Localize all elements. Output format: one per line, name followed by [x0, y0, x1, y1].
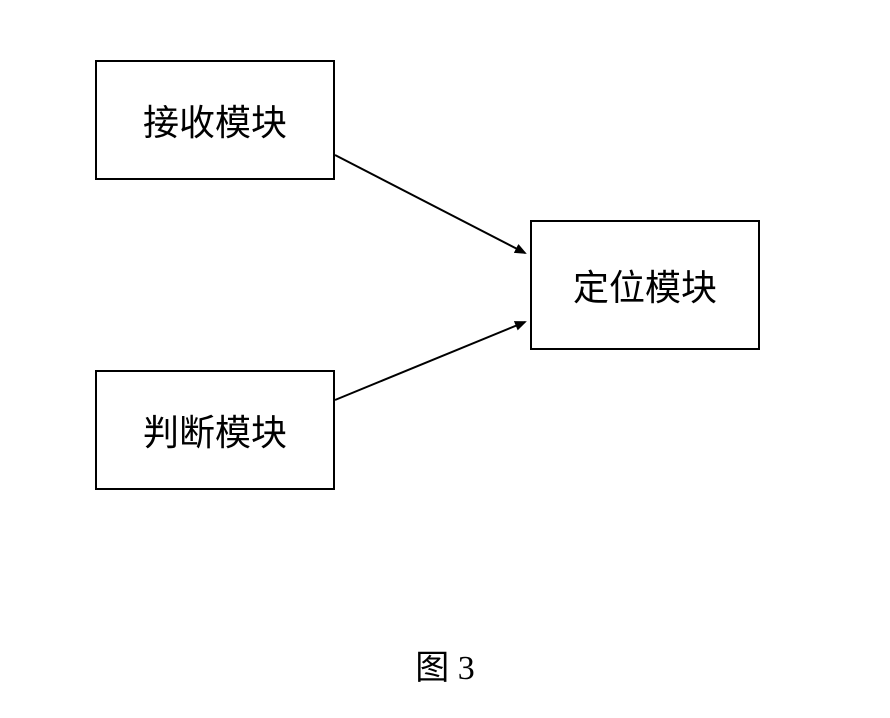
figure-caption-text: 图 3: [415, 650, 475, 687]
edge-judge-to-locate: [335, 322, 525, 400]
node-judge-label: 判断模块: [143, 404, 287, 456]
node-judge: 判断模块: [95, 370, 335, 490]
edge-receive-to-locate: [335, 155, 525, 253]
node-locate-label: 定位模块: [573, 259, 717, 311]
node-receive: 接收模块: [95, 60, 335, 180]
figure-caption: 图 3: [415, 640, 475, 689]
node-receive-label: 接收模块: [143, 94, 287, 146]
node-locate: 定位模块: [530, 220, 760, 350]
